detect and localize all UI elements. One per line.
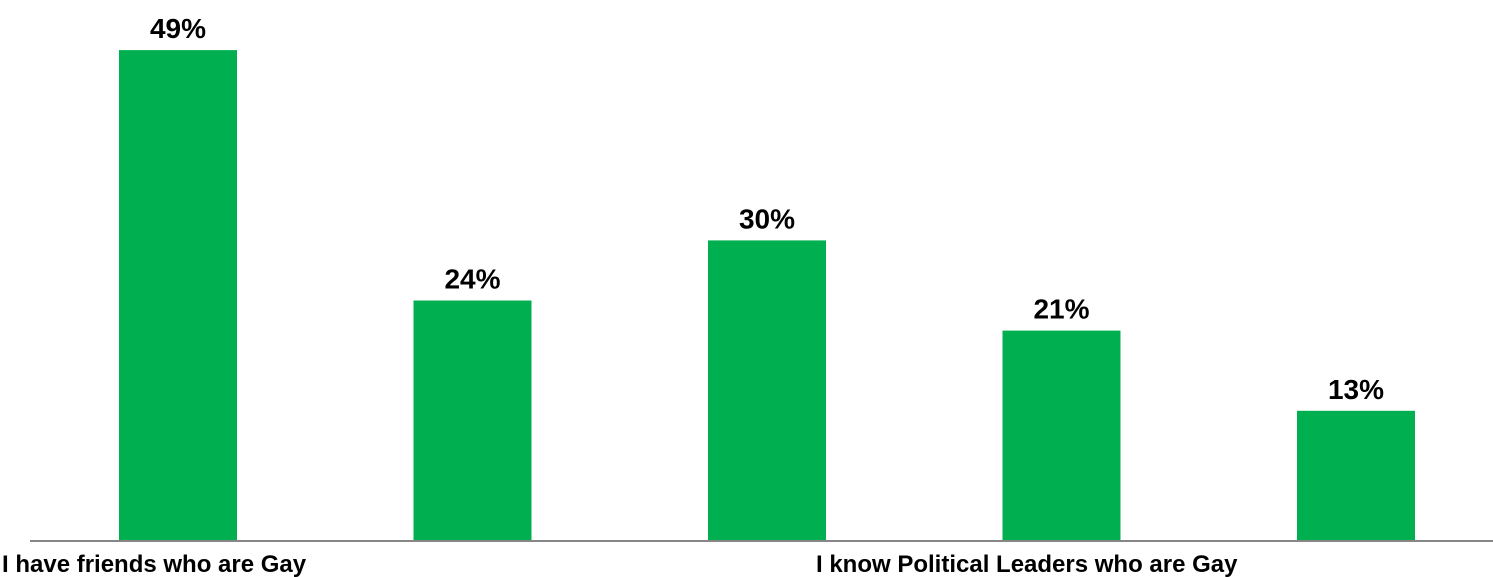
- bar-1: [119, 50, 237, 541]
- bar-3: [708, 240, 826, 541]
- bar-value-label-2: 24%: [444, 264, 500, 295]
- category-label-4: I know Political Leaders who are Gay: [816, 551, 1238, 577]
- bar-value-label-4: 21%: [1033, 294, 1089, 325]
- value-labels-layer: 49% 24% 30% 21% 13%: [150, 13, 1384, 405]
- bar-value-label-5: 13%: [1328, 374, 1384, 405]
- bar-value-label-3: 30%: [739, 203, 795, 234]
- bar-value-label-1: 49%: [150, 13, 206, 44]
- bar-4: [1002, 330, 1121, 541]
- category-label-1: I have friends who are Gay: [2, 551, 307, 577]
- bar-5: [1297, 410, 1415, 542]
- bars-layer: [119, 50, 1415, 542]
- bar-2: [413, 300, 532, 541]
- category-labels-layer: I have friends who are Gay I know Politic…: [2, 551, 1238, 577]
